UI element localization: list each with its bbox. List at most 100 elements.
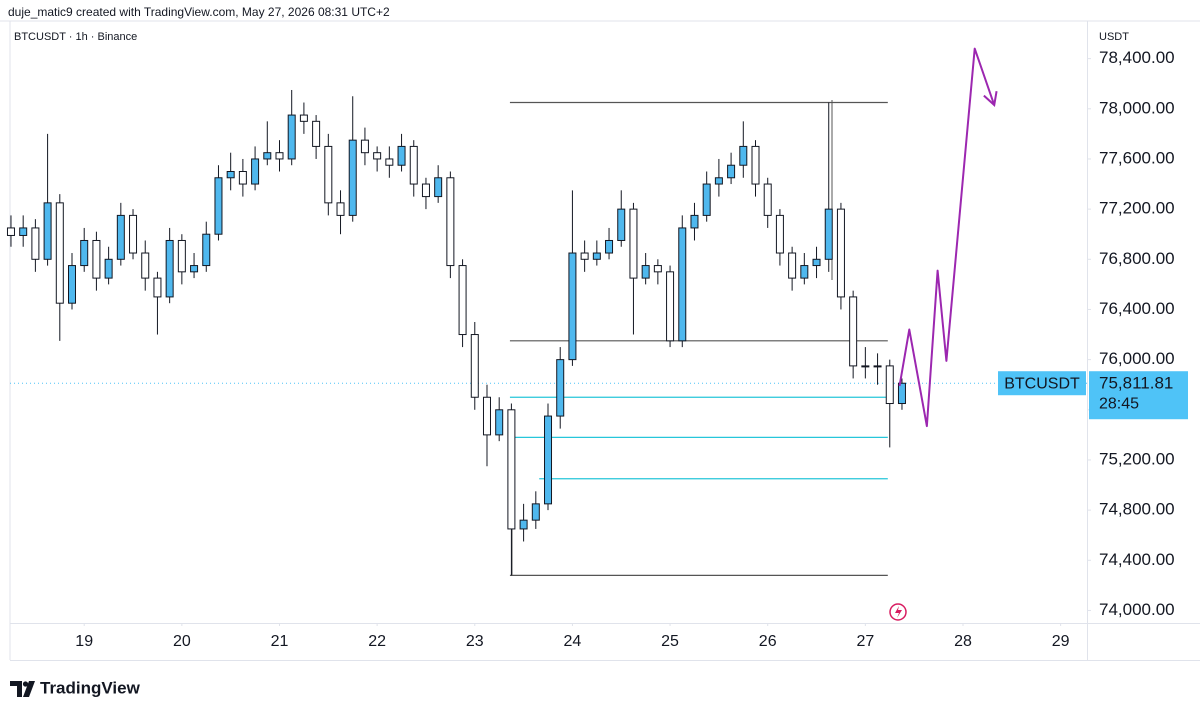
countdown-label: 28:45: [1099, 395, 1139, 412]
y-tick-label: 78,000.00: [1099, 98, 1175, 117]
projection-path: [898, 47, 996, 428]
candle-body: [775, 214, 784, 254]
candle-body: [299, 114, 308, 122]
x-tick-label: 22: [368, 633, 386, 650]
candle-body: [129, 214, 138, 254]
candles: [6, 89, 906, 576]
x-tick-label: 29: [1052, 633, 1070, 650]
candle-body: [287, 114, 296, 160]
symbol-label: BTCUSDT: [1004, 375, 1080, 392]
candle-body: [617, 208, 626, 241]
brand-logo: [10, 681, 35, 697]
candle-body: [190, 265, 199, 273]
y-axis-label: USDT: [1099, 31, 1129, 43]
candle-body: [68, 265, 77, 304]
candle-body: [836, 208, 845, 298]
x-tick-label: 27: [856, 633, 874, 650]
candle-body: [397, 145, 406, 166]
y-tick-label: 76,800.00: [1099, 249, 1175, 268]
candle-body: [409, 145, 418, 185]
candle-body: [214, 177, 223, 235]
candle-body: [739, 145, 748, 166]
candle-body: [165, 239, 174, 298]
candle-body: [19, 227, 28, 236]
candle-body: [360, 139, 369, 154]
candle-body: [482, 396, 491, 436]
candle-body: [495, 409, 504, 436]
candle-body: [666, 271, 675, 342]
candle-body: [556, 359, 565, 417]
last-price-box: [1089, 371, 1188, 420]
candle-body: [702, 183, 711, 216]
alert-icon: [889, 603, 907, 621]
candle-body: [55, 202, 64, 304]
candle-body: [800, 265, 809, 279]
candle-body: [80, 239, 89, 267]
candle-body: [507, 409, 516, 530]
candle-body: [263, 152, 272, 160]
y-tick-label: 77,200.00: [1099, 199, 1175, 218]
candle-body: [251, 158, 260, 185]
candle-body: [641, 265, 650, 279]
candle-body: [226, 171, 235, 179]
header-credit: duje_matic9 created with TradingView.com…: [8, 5, 390, 19]
candle-body: [92, 239, 101, 279]
x-tick-label: 20: [173, 633, 191, 650]
candle-body: [116, 214, 125, 260]
candle-body: [751, 145, 760, 185]
candle-body: [177, 239, 186, 273]
candle-body: [592, 252, 601, 260]
candle-body: [421, 183, 430, 198]
candle-body: [373, 152, 382, 160]
brand-name: TradingView: [40, 678, 141, 697]
x-tick-label: 19: [75, 633, 93, 650]
candle-body: [348, 139, 357, 216]
symbol-label-box: [998, 371, 1086, 396]
candle-body: [531, 503, 540, 521]
candle-body: [31, 227, 40, 260]
candle-body: [885, 365, 894, 405]
candle-body: [104, 258, 113, 279]
candle-body: [202, 233, 211, 267]
candle-body: [458, 265, 467, 336]
candle-body: [727, 164, 736, 179]
y-tick-label: 76,000.00: [1099, 349, 1175, 368]
candle-body: [788, 252, 797, 279]
candle-body: [873, 365, 882, 368]
candle-body: [238, 171, 247, 185]
x-tick-label: 28: [954, 633, 972, 650]
candle-body: [653, 265, 662, 273]
x-tick-label: 24: [564, 633, 582, 650]
candle-body: [470, 334, 479, 398]
candle-body: [690, 214, 699, 229]
y-tick-label: 78,400.00: [1099, 48, 1175, 67]
y-tick-label: 77,600.00: [1099, 148, 1175, 167]
candle-body: [6, 227, 15, 236]
candle-body: [43, 202, 52, 260]
candle-body: [763, 183, 772, 216]
x-tick-label: 21: [271, 633, 289, 650]
candle-body: [141, 252, 150, 279]
candle-body: [714, 177, 723, 185]
projection-arrowhead: [983, 91, 998, 108]
candle-body: [275, 152, 284, 160]
candle-body: [678, 227, 687, 342]
candle-body: [324, 145, 333, 204]
candle-body: [519, 519, 528, 530]
x-tick-label: 25: [661, 633, 679, 650]
candle-body: [446, 177, 455, 267]
candle-body: [544, 415, 553, 505]
y-tick-label: 76,400.00: [1099, 299, 1175, 318]
candle-body: [824, 208, 833, 260]
x-tick-label: 26: [759, 633, 777, 650]
candle-body: [861, 365, 870, 368]
symbol-line: BTCUSDT · 1h · Binance: [14, 31, 137, 43]
candle-body: [812, 258, 821, 267]
candle-body: [629, 208, 638, 279]
y-tick-label: 74,800.00: [1099, 500, 1175, 519]
candle-body: [897, 382, 906, 405]
y-tick-label: 74,000.00: [1099, 600, 1175, 619]
